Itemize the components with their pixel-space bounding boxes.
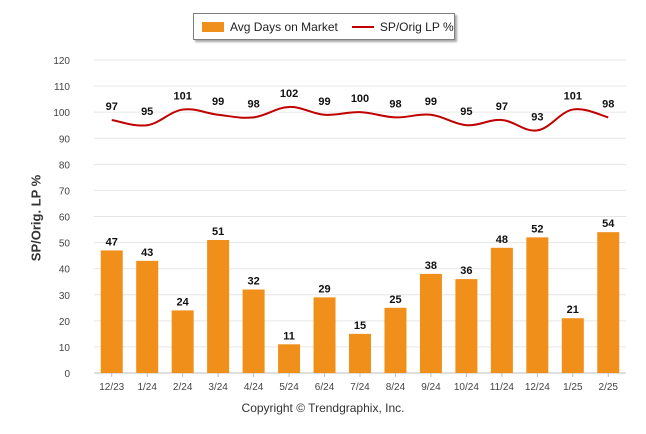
bar	[207, 239, 230, 373]
bar	[384, 307, 407, 373]
legend-label-line: SP/Orig LP %	[379, 19, 454, 34]
line-value-label: 101	[564, 91, 582, 103]
x-tick-label: 2/24	[173, 382, 193, 393]
x-tick-label: 4/24	[244, 382, 264, 393]
bar-value-label: 36	[460, 265, 472, 277]
x-tick-label: 10/24	[454, 382, 479, 393]
bar-value-label: 48	[496, 234, 508, 246]
bar	[278, 344, 301, 373]
y-tick-label: 20	[59, 317, 71, 328]
x-tick-label: 3/24	[208, 382, 228, 393]
bar-value-label: 29	[318, 283, 330, 295]
bar-value-label: 21	[567, 304, 579, 316]
bar-value-label: 43	[141, 247, 153, 259]
bar-value-label: 15	[354, 320, 366, 332]
y-tick-label: 40	[59, 265, 71, 276]
x-tick-label: 9/24	[421, 382, 441, 393]
line-value-label: 98	[389, 98, 401, 110]
bar	[597, 232, 620, 373]
y-tick-label: 60	[59, 213, 71, 224]
legend-label-bars: Avg Days on Market	[230, 19, 338, 34]
x-tick-label: 5/24	[279, 382, 299, 393]
x-tick-label: 1/24	[137, 382, 157, 393]
y-tick-label: 30	[59, 291, 71, 302]
y-tick-label: 10	[59, 343, 71, 354]
x-tick-label: 6/24	[315, 382, 335, 393]
bar	[526, 237, 549, 373]
bar	[136, 260, 159, 373]
line-value-label: 99	[212, 96, 224, 108]
bar	[242, 289, 265, 373]
legend-swatch-line	[351, 25, 374, 28]
legend-swatch-bar	[202, 21, 224, 32]
line-value-label: 97	[496, 101, 508, 113]
line-value-label: 100	[351, 93, 369, 105]
line-value-label: 99	[425, 96, 437, 108]
line-value-label: 98	[247, 98, 259, 110]
legend: Avg Days on Market SP/Orig LP %	[193, 13, 455, 40]
y-tick-label: 80	[59, 160, 71, 171]
bar	[455, 279, 478, 373]
bar	[100, 250, 123, 373]
y-tick-label: 100	[53, 108, 70, 119]
line-value-label: 95	[460, 106, 472, 118]
y-axis-label: SP/Orig. LP %	[28, 174, 44, 262]
legend-item-bars: Avg Days on Market	[194, 20, 338, 34]
bar-value-label: 25	[389, 294, 401, 306]
line-value-label: 97	[106, 101, 118, 113]
line-value-label: 95	[141, 106, 153, 118]
bar-value-label: 32	[247, 276, 259, 288]
line-value-label: 98	[602, 98, 614, 110]
bar	[171, 310, 194, 373]
bar	[313, 297, 336, 373]
bar	[349, 333, 371, 373]
bar-value-label: 38	[425, 260, 437, 272]
legend-item-line: SP/Orig LP %	[338, 20, 454, 34]
line-value-label: 99	[318, 96, 330, 108]
bar-value-label: 52	[531, 223, 543, 235]
x-tick-label: 7/24	[350, 382, 370, 393]
bar-value-label: 54	[602, 218, 615, 230]
x-tick-label: 12/23	[99, 382, 124, 393]
copyright-footer: Copyright © Trendgraphix, Inc.	[241, 401, 405, 415]
y-tick-label: 110	[54, 82, 70, 93]
bar-value-label: 11	[283, 330, 295, 342]
y-tick-label: 0	[64, 369, 70, 380]
y-tick-label: 50	[59, 239, 71, 250]
x-tick-label: 11/24	[490, 382, 515, 393]
x-tick-label: 8/24	[386, 382, 406, 393]
bar	[419, 273, 442, 373]
line-value-label: 101	[173, 91, 191, 103]
bar	[561, 318, 584, 373]
y-tick-label: 70	[59, 186, 71, 197]
y-tick-label: 90	[59, 134, 71, 145]
y-tick-label: 120	[53, 56, 70, 67]
bar-value-label: 24	[177, 296, 190, 308]
line-value-label: 93	[531, 111, 543, 123]
line-series-sp-orig-lp	[111, 105, 609, 132]
x-tick-label: 12/24	[525, 382, 550, 393]
bar-value-label: 47	[106, 236, 118, 248]
bar	[490, 247, 513, 373]
x-tick-label: 1/25	[563, 382, 583, 393]
line-value-label: 102	[280, 88, 298, 100]
x-tick-label: 2/25	[599, 382, 619, 393]
bar-value-label: 51	[212, 226, 224, 238]
